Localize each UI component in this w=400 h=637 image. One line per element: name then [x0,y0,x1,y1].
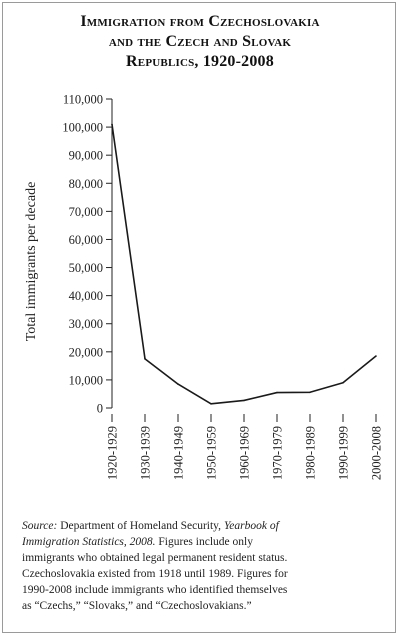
source-note: Source: Department of Homeland Security,… [22,518,384,614]
y-tick-label: 80,000 [69,177,103,191]
source-italic: Yearbook of [223,520,279,532]
source-label: Source: [22,520,58,532]
note-line-4: Czechoslovakia existed from 1918 until 1… [22,568,288,580]
data-point [177,383,179,385]
y-axis-title: Total immigrants per decade [24,182,39,342]
x-tick-label: 1970-1979 [271,426,285,480]
x-tick-label: 1990-1999 [337,426,351,480]
y-tick-label: 0 [97,402,103,416]
source-text: Department of Homeland Security, [57,520,224,532]
data-point [276,391,278,394]
x-tick-label: 1940-1949 [172,426,186,480]
data-point [111,123,113,126]
y-tick-label: 30,000 [69,317,103,331]
chart-title-line-1: Immigration from Czechoslovakia [80,13,320,30]
x-tick-label: 1930-1939 [139,426,153,480]
note-line-6: as “Czechs,” “Slovaks,” and “Czechoslova… [22,600,252,612]
note-line-2: Immigration Statistics, 2008. Figures in… [22,534,384,550]
note-line-2-text: Figures include only [155,536,253,548]
data-point [243,399,245,402]
data-point [342,381,344,384]
figure-frame [2,2,396,633]
note-line-1: Source: Department of Homeland Security,… [22,518,384,534]
x-tick-label: 2000-2008 [370,426,384,480]
chart-title-line-3: Republics, 1920-2008 [126,53,274,70]
data-point [144,358,146,360]
y-tick-label: 90,000 [69,149,103,163]
y-tick-label: 50,000 [69,261,103,275]
x-tick-label: 1960-1969 [238,426,252,480]
data-point [309,391,311,394]
note-line-5: 1990-2008 include immigrants who identif… [22,584,288,596]
series-line [111,124,377,405]
y-tick-label: 40,000 [69,289,103,303]
x-tick-label: 1980-1989 [304,426,318,480]
y-tick-label: 110,000 [63,93,103,107]
y-tick-label: 60,000 [69,233,103,247]
note-line-2-italic: Immigration Statistics, 2008. [22,536,156,548]
chart-title: Immigration from Czechoslovakia and the … [0,12,400,72]
note-line-3: immigrants who obtained legal permanent … [22,552,288,564]
y-tick-label: 100,000 [62,121,103,135]
y-tick-label: 20,000 [69,345,103,359]
x-tick-label: 1920-1929 [106,426,120,480]
data-point [375,355,377,357]
chart-title-line-2: and the Czech and Slovak [108,33,292,50]
y-tick-label: 70,000 [69,205,103,219]
x-tick-label: 1950-1959 [205,426,219,480]
y-tick-label: 10,000 [69,373,103,387]
data-point [210,402,212,405]
